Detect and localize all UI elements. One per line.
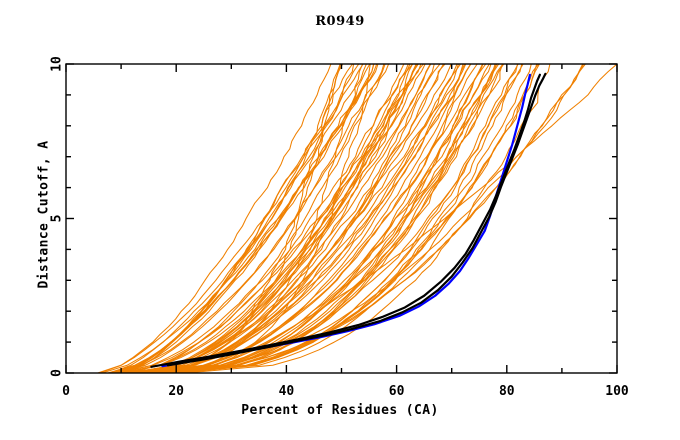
x-tick-label: 20 xyxy=(168,384,184,399)
tick-label-group: 0 20 40 60 80 100 0 5 10 xyxy=(50,56,629,399)
x-tick-label: 100 xyxy=(605,384,629,399)
y-tick-label: 0 xyxy=(50,369,65,377)
tick-group xyxy=(65,63,618,374)
y-axis-label: Distance Cutoff, A xyxy=(36,140,52,289)
x-tick-label: 80 xyxy=(499,384,515,399)
x-tick-label: 60 xyxy=(389,384,405,399)
chart-title: R0949 xyxy=(315,14,365,29)
x-tick-label: 0 xyxy=(62,384,70,399)
y-tick-label: 5 xyxy=(50,215,65,223)
x-axis-label: Percent of Residues (CA) xyxy=(241,403,439,418)
x-tick-label: 40 xyxy=(279,384,295,399)
y-tick-label: 10 xyxy=(50,56,65,72)
curve-group xyxy=(97,64,617,373)
